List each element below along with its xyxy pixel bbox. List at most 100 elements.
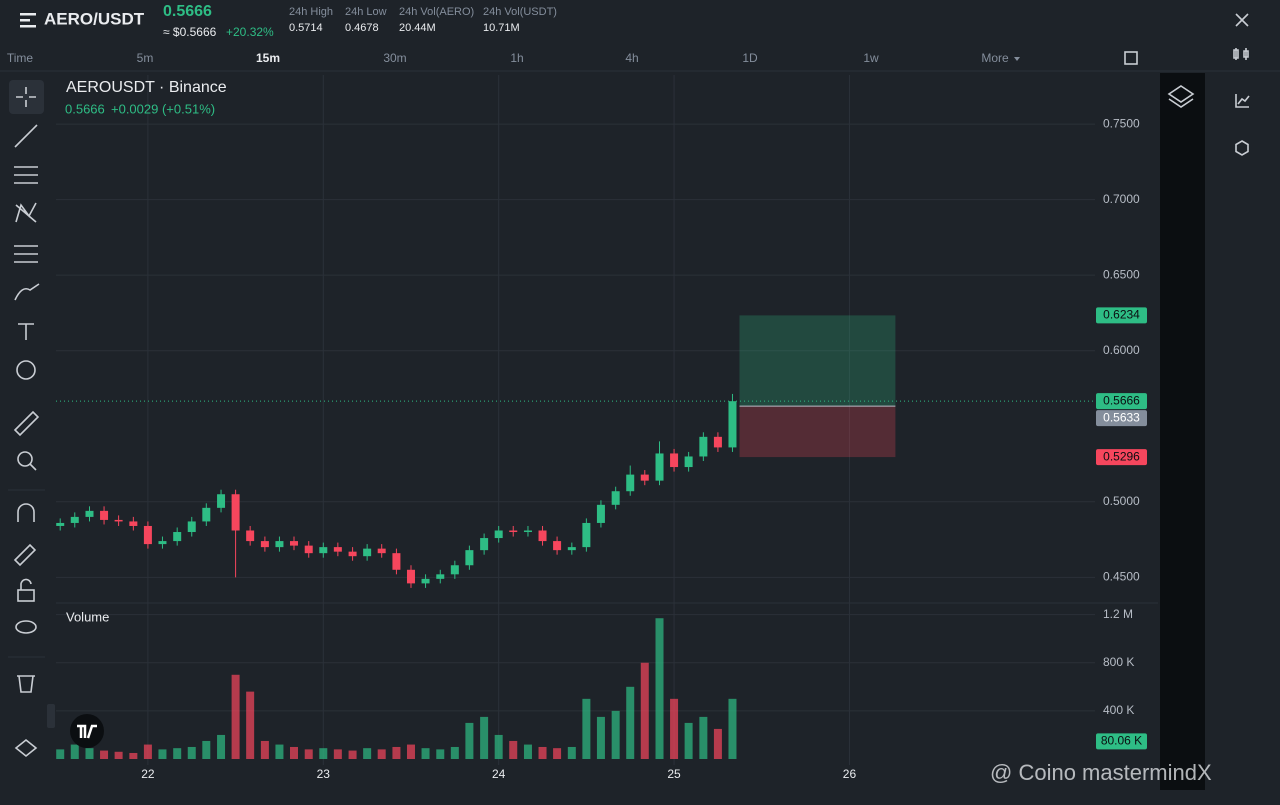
volume-bar <box>596 716 605 759</box>
timeframe[interactable]: Time <box>7 51 34 65</box>
volume-title: Volume <box>66 609 109 624</box>
stat-label: 24h High <box>289 6 333 18</box>
volume-bar <box>611 710 620 759</box>
volume-bar <box>333 749 342 759</box>
symbol[interactable]: AERO/USDT <box>44 9 145 28</box>
candle-body <box>538 530 547 542</box>
candle-body <box>655 453 664 481</box>
stat-value: 0.4678 <box>345 22 379 34</box>
target-label: 0.6234 <box>1103 308 1140 322</box>
target-label-box <box>1096 307 1147 324</box>
delete-tool[interactable] <box>17 675 35 693</box>
hide-tool[interactable] <box>15 620 37 634</box>
pattern-tool[interactable] <box>15 202 37 223</box>
timeframe[interactable]: More <box>981 51 1009 65</box>
brush-tool[interactable] <box>14 283 40 301</box>
volume-bar <box>217 734 226 759</box>
candle-body <box>363 548 372 557</box>
candle-body <box>319 547 328 554</box>
zoom-tool[interactable] <box>17 451 33 467</box>
volume-bar <box>523 744 532 759</box>
volume-bar <box>655 618 664 759</box>
x-tick-label: 25 <box>667 767 681 781</box>
settings-button[interactable] <box>1235 140 1249 156</box>
timeframe[interactable]: 4h <box>625 51 638 65</box>
volume-bar <box>494 734 503 759</box>
volume-bar <box>275 744 284 759</box>
stat-label: 24h Vol(AERO) <box>399 6 474 18</box>
vol-tick-label: 800 K <box>1103 655 1134 669</box>
timeframe[interactable]: 1D <box>742 51 758 65</box>
volume-bar <box>100 750 109 759</box>
candle-body <box>217 494 226 508</box>
x-tick-label: 23 <box>317 767 331 781</box>
settings-icon[interactable] <box>1124 51 1138 65</box>
last-price-label-box <box>1096 393 1147 410</box>
x-tick-label: 26 <box>843 767 857 781</box>
chart: 22 23 24 25 26 0.4500 0.5000 0.6000 0.6500 0.7000… <box>56 75 1158 781</box>
volume-bar <box>114 751 123 759</box>
stop-label: 0.5296 <box>1103 449 1140 463</box>
candle-body <box>494 530 503 539</box>
y-tick-label: 0.6500 <box>1103 267 1140 281</box>
indicator-button[interactable] <box>1235 94 1250 108</box>
volume-bar <box>582 698 591 759</box>
layers-tool[interactable] <box>14 738 38 758</box>
more-caret[interactable] <box>1014 57 1020 61</box>
unlock-tool[interactable] <box>17 589 35 602</box>
fib-tool[interactable] <box>14 245 38 263</box>
tv-logo[interactable] <box>70 714 104 748</box>
candle-body <box>290 541 299 546</box>
watermark: @ Coino mastermindX <box>990 760 1212 785</box>
stat-label: 24h Vol(USDT) <box>483 6 557 18</box>
volume-bar <box>713 728 722 759</box>
last-volume-label-box <box>1096 733 1147 750</box>
candle-body <box>640 474 649 481</box>
emoji-tool[interactable] <box>16 360 36 380</box>
volume-bar <box>143 744 152 759</box>
candle-body <box>728 401 737 448</box>
hlines-tool[interactable] <box>14 166 38 184</box>
tool-active[interactable] <box>9 80 44 114</box>
text-tool[interactable] <box>18 323 34 340</box>
lock-draw-tool[interactable] <box>13 543 37 567</box>
stat-value: 0.5714 <box>289 22 323 34</box>
candle-body <box>480 538 489 551</box>
collapse-toolbar[interactable] <box>47 704 55 728</box>
volume-bar <box>553 748 562 759</box>
volume-bar <box>348 750 357 759</box>
ruler-tool[interactable] <box>13 410 40 437</box>
candle-body <box>611 491 620 505</box>
volume-bar <box>187 746 196 759</box>
timeframe[interactable]: 1w <box>863 51 879 65</box>
header-price: 0.5666 <box>163 3 212 20</box>
line-tool[interactable] <box>14 124 38 148</box>
timeframe[interactable]: 30m <box>383 51 406 65</box>
stop-zone <box>739 406 896 458</box>
volume-bar <box>202 740 211 759</box>
stat-value: 20.44M <box>399 22 436 34</box>
layers-button[interactable] <box>1167 85 1195 108</box>
menu-icon[interactable] <box>20 13 36 28</box>
volume-bar <box>129 752 138 759</box>
candle-body <box>436 574 445 579</box>
candle-body <box>114 519 123 522</box>
timeframe[interactable]: 15m <box>256 51 280 65</box>
close-button[interactable] <box>1235 13 1249 27</box>
candle-body <box>523 530 532 533</box>
timeframe[interactable]: 5m <box>137 51 154 65</box>
stat-label: 24h Low <box>345 6 387 18</box>
candle-body <box>129 521 138 526</box>
timeframe-bar: Time 5m 15m 30m 1h 4h 1D 1w More <box>7 51 1020 65</box>
magnet-tool[interactable] <box>17 503 35 522</box>
candle-body <box>421 578 430 584</box>
volume-bar <box>290 746 299 759</box>
stop-label-box <box>1096 449 1147 466</box>
crosshair-tool[interactable] <box>16 87 36 107</box>
candle-type-button[interactable] <box>1233 48 1249 60</box>
volume-bar <box>70 744 79 759</box>
timeframe[interactable]: 1h <box>510 51 523 65</box>
last-volume-label: 80.06 K <box>1101 734 1142 748</box>
